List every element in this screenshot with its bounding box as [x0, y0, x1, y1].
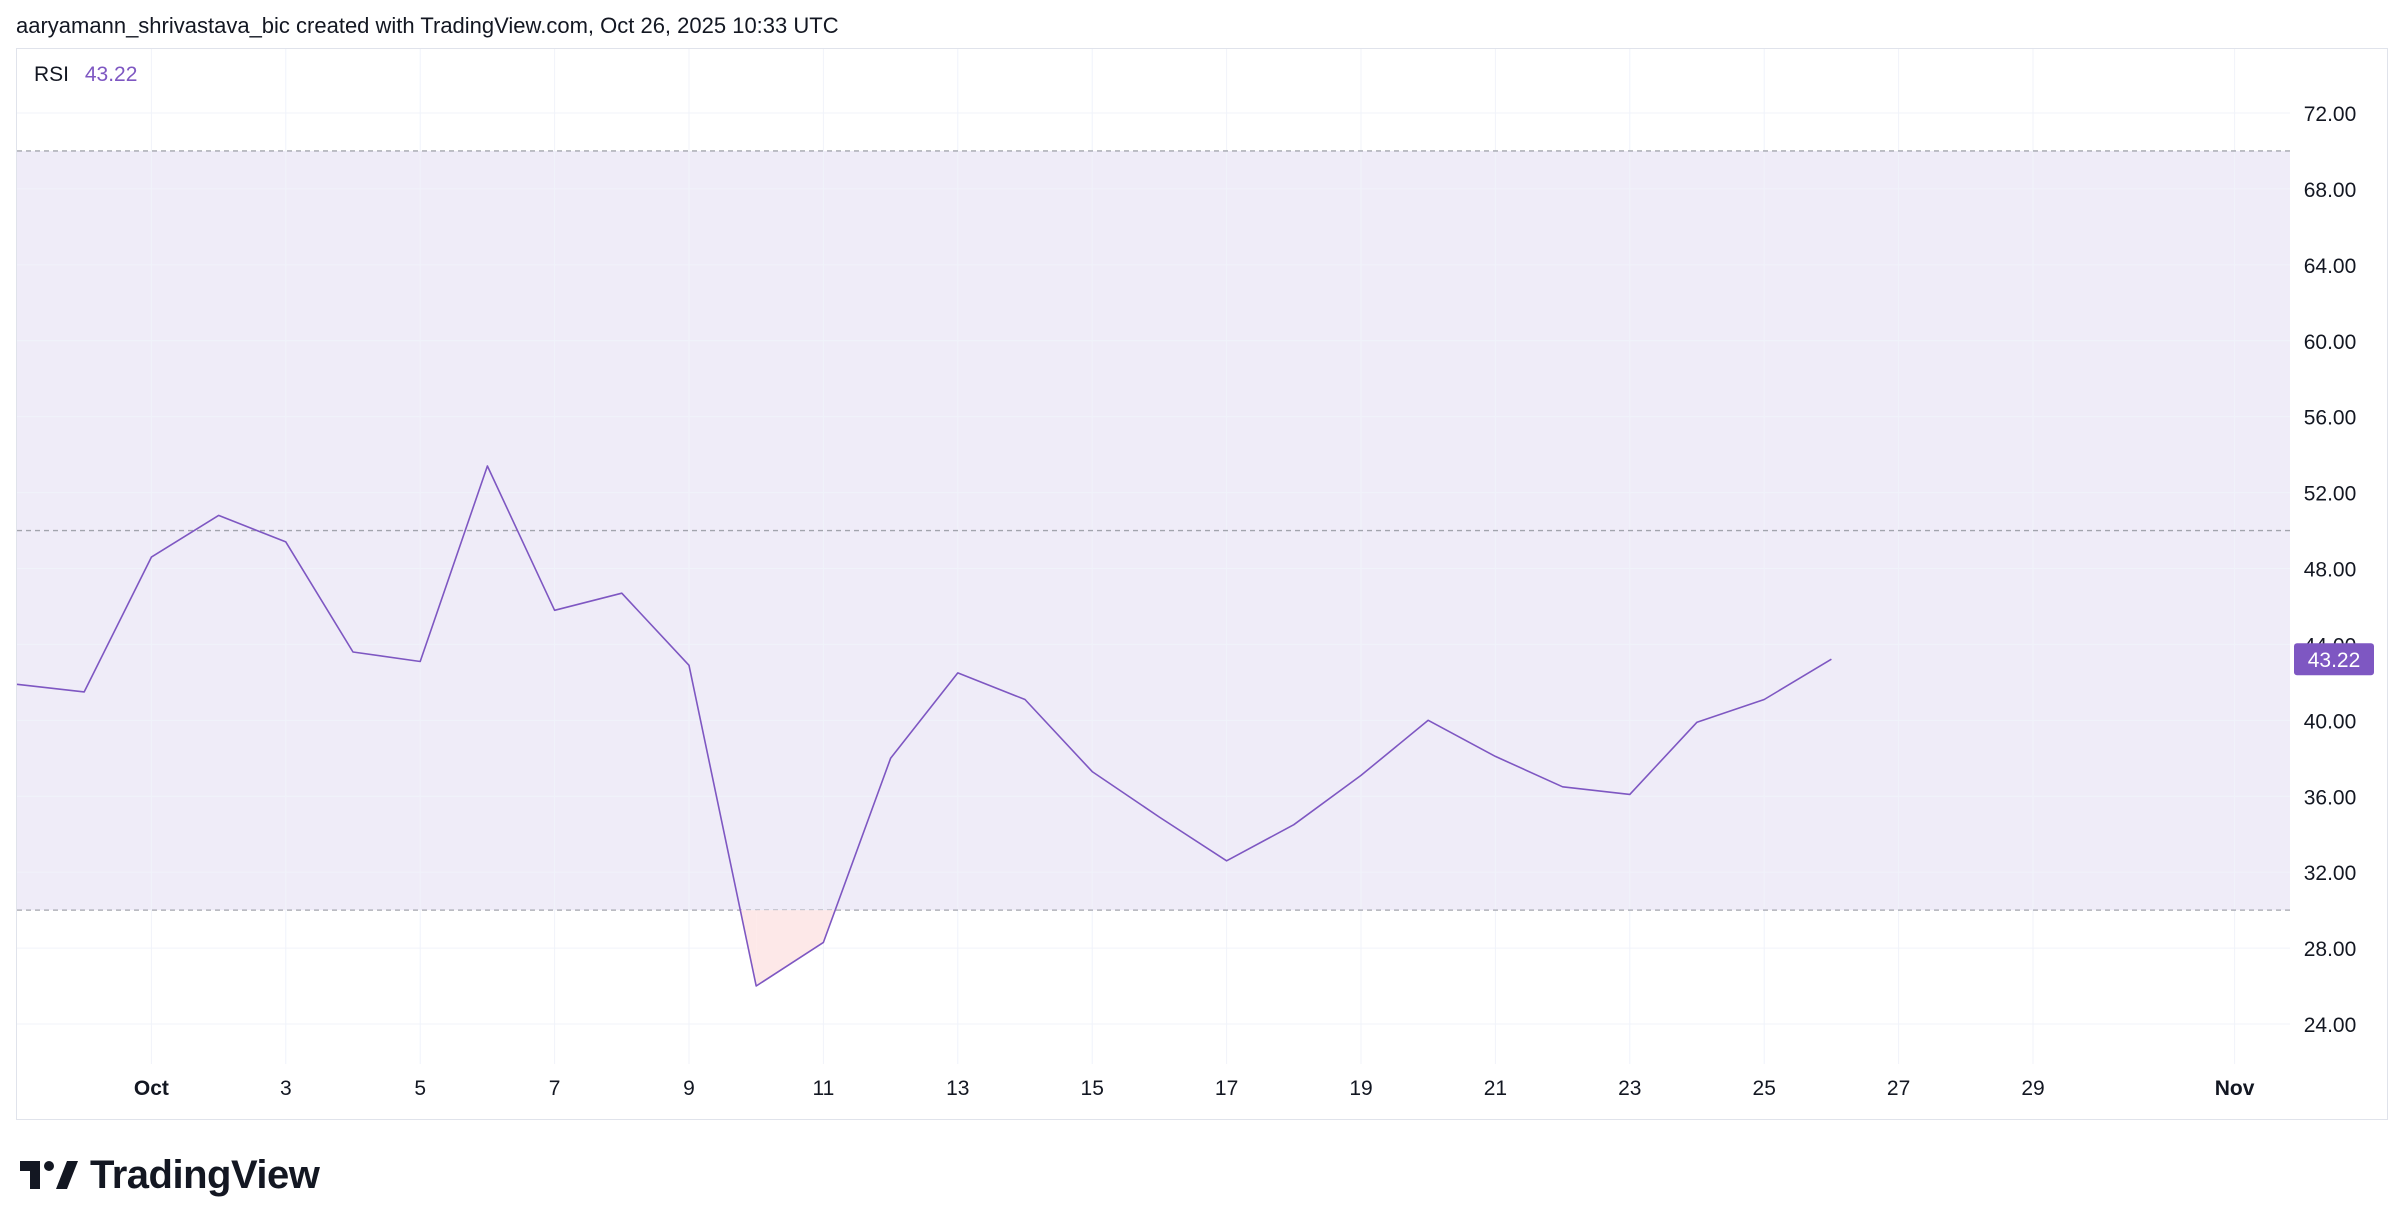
last-value-badge	[2294, 643, 2374, 676]
y-tick-label: 24.00	[2304, 1014, 2357, 1037]
indicator-value: 43.22	[84, 63, 138, 86]
y-tick-label: 52.00	[2304, 483, 2357, 506]
y-tick-label: 48.00	[2304, 559, 2357, 582]
x-tick-label: Oct	[134, 1077, 169, 1100]
rsi-series-line	[16, 465, 1832, 987]
x-tick-label: 27	[1887, 1077, 1910, 1100]
x-tick-label: 13	[946, 1077, 969, 1100]
y-tick-label: 40.00	[2304, 710, 2357, 733]
x-tick-label: 23	[1618, 1077, 1641, 1100]
y-tick-label: 72.00	[2304, 103, 2357, 126]
x-tick-label: 3	[280, 1077, 292, 1100]
brand-wordmark: TradingView	[90, 1152, 320, 1197]
x-tick-label: 19	[1349, 1077, 1372, 1100]
x-tick-label: 21	[1484, 1077, 1507, 1100]
y-tick-label: 32.00	[2304, 862, 2357, 885]
oversold-fill	[756, 910, 824, 987]
indicator-name: RSI	[34, 63, 70, 86]
x-tick-label: 9	[683, 1077, 695, 1100]
indicator-legend[interactable]: RSI 43.22	[34, 60, 137, 90]
x-tick-label: 7	[549, 1077, 561, 1100]
x-tick-label: 17	[1215, 1077, 1238, 1100]
y-tick-label: 68.00	[2304, 179, 2357, 202]
x-tick-label: 29	[2021, 1077, 2044, 1100]
tradingview-brand[interactable]: TradingView	[20, 1150, 320, 1200]
y-tick-label: 56.00	[2304, 407, 2357, 430]
y-tick-label: 28.00	[2304, 938, 2357, 961]
x-tick-label: 25	[1753, 1077, 1776, 1100]
y-tick-label: 60.00	[2304, 331, 2357, 354]
x-tick-label: 5	[414, 1077, 426, 1100]
y-tick-label: 64.00	[2304, 255, 2357, 278]
x-tick-label: 15	[1081, 1077, 1104, 1100]
tradingview-logo-icon	[20, 1161, 78, 1189]
x-tick-label: Nov	[2215, 1077, 2255, 1100]
x-tick-label: 11	[812, 1077, 834, 1100]
y-tick-label: 36.00	[2304, 786, 2357, 809]
last-value-label: 43.22	[2308, 649, 2361, 672]
chart-attribution: aaryamann_shrivastava_bic created with T…	[16, 13, 839, 38]
